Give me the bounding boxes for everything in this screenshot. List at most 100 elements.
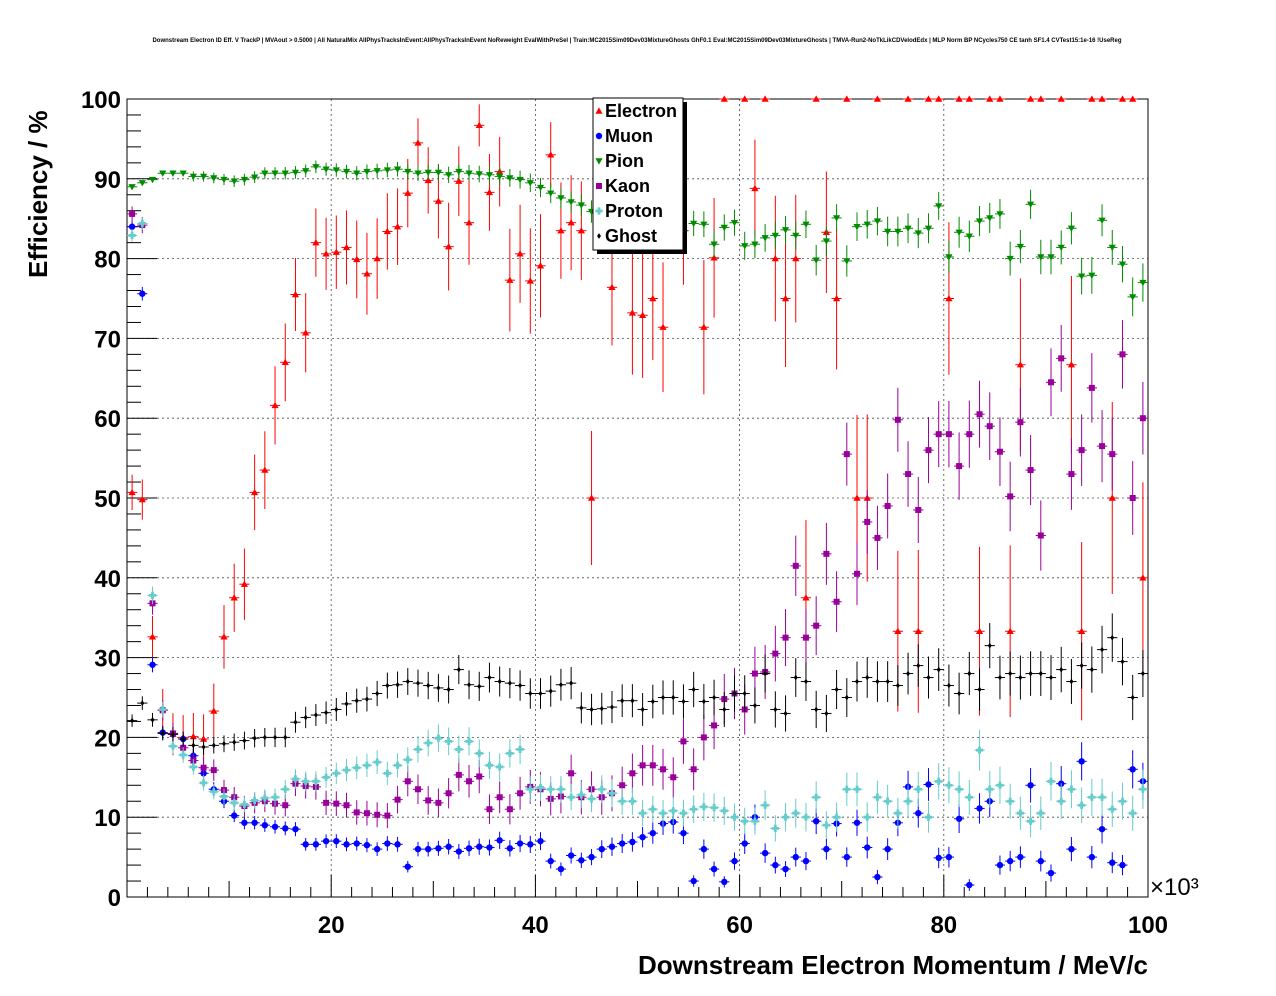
data-point <box>466 778 473 785</box>
data-point <box>465 845 473 852</box>
data-point <box>242 737 247 744</box>
data-point <box>690 805 698 813</box>
data-point <box>240 176 249 184</box>
data-point <box>926 674 931 681</box>
data-point <box>649 805 657 813</box>
data-point <box>487 674 492 681</box>
x-axis-label: Downstream Electron Momentum / MeV/c <box>638 950 1148 980</box>
data-point <box>291 775 300 783</box>
data-point <box>169 742 177 750</box>
data-point <box>1078 447 1085 454</box>
data-point <box>996 211 1004 218</box>
y-tick-label: 10 <box>94 805 121 832</box>
data-point <box>771 824 779 832</box>
data-point <box>1018 674 1023 681</box>
data-point <box>1108 805 1116 813</box>
y-tick-label: 100 <box>81 87 121 114</box>
data-point <box>128 231 136 240</box>
data-point <box>426 682 431 689</box>
data-point <box>996 861 1004 869</box>
data-point <box>598 845 605 853</box>
data-point <box>864 844 871 851</box>
data-point <box>1048 379 1055 386</box>
data-point <box>148 176 157 184</box>
data-point <box>936 666 941 673</box>
data-point <box>159 705 167 714</box>
data-point <box>538 690 543 697</box>
data-point <box>558 681 563 688</box>
legend-marker-proton <box>595 207 603 215</box>
data-point <box>751 184 759 192</box>
data-point <box>342 766 351 774</box>
data-point <box>1079 662 1084 669</box>
data-point <box>281 358 289 366</box>
data-point <box>569 680 574 687</box>
data-point <box>455 168 463 176</box>
data-point <box>506 276 514 283</box>
data-point <box>333 800 340 807</box>
data-point <box>497 678 502 685</box>
data-point <box>671 694 676 701</box>
data-point <box>1089 666 1094 673</box>
data-point <box>230 799 238 807</box>
data-point <box>1088 95 1096 102</box>
data-point <box>373 255 381 262</box>
data-point <box>935 95 943 102</box>
data-point <box>210 707 218 714</box>
data-point <box>149 661 156 668</box>
data-point <box>781 294 790 302</box>
data-point <box>1059 666 1064 673</box>
data-point <box>343 802 350 809</box>
data-point <box>935 203 943 210</box>
data-point <box>761 235 769 242</box>
data-point <box>853 785 861 793</box>
data-point <box>516 840 524 847</box>
data-point <box>282 802 289 809</box>
data-point <box>1027 782 1034 789</box>
data-point <box>281 170 289 177</box>
data-point <box>669 807 677 815</box>
data-point <box>700 845 708 853</box>
legend-label-ghost: Ghost <box>605 226 657 246</box>
data-point <box>957 690 962 697</box>
data-point <box>781 227 790 234</box>
data-point <box>587 494 596 501</box>
data-point <box>751 670 758 677</box>
data-point <box>496 837 503 844</box>
data-point <box>138 180 146 187</box>
data-point <box>485 172 494 179</box>
data-point <box>894 416 901 423</box>
data-point <box>710 865 718 873</box>
data-point <box>261 821 269 829</box>
data-point <box>587 795 596 803</box>
data-point <box>1098 217 1106 224</box>
data-point <box>855 678 859 685</box>
legend-label-pion: Pion <box>605 151 644 171</box>
data-point <box>916 662 921 669</box>
data-point <box>752 702 757 709</box>
data-point <box>802 634 809 641</box>
data-point <box>691 686 696 693</box>
data-point <box>220 633 228 640</box>
data-point <box>518 682 523 689</box>
data-point <box>945 294 953 302</box>
data-point <box>220 176 228 184</box>
data-point <box>404 778 411 785</box>
data-point <box>730 219 739 227</box>
data-point <box>873 218 882 225</box>
data-point <box>536 784 545 792</box>
data-point <box>620 697 625 704</box>
data-point <box>169 170 177 177</box>
data-point <box>282 825 289 832</box>
data-point <box>579 704 584 711</box>
data-point <box>834 686 839 693</box>
data-point <box>230 594 238 601</box>
data-point <box>976 805 983 812</box>
data-point <box>557 195 565 202</box>
data-point <box>222 740 226 747</box>
data-point <box>281 785 289 793</box>
data-point <box>874 534 881 541</box>
data-point <box>445 172 453 179</box>
data-point <box>885 678 890 685</box>
data-point <box>730 813 739 821</box>
